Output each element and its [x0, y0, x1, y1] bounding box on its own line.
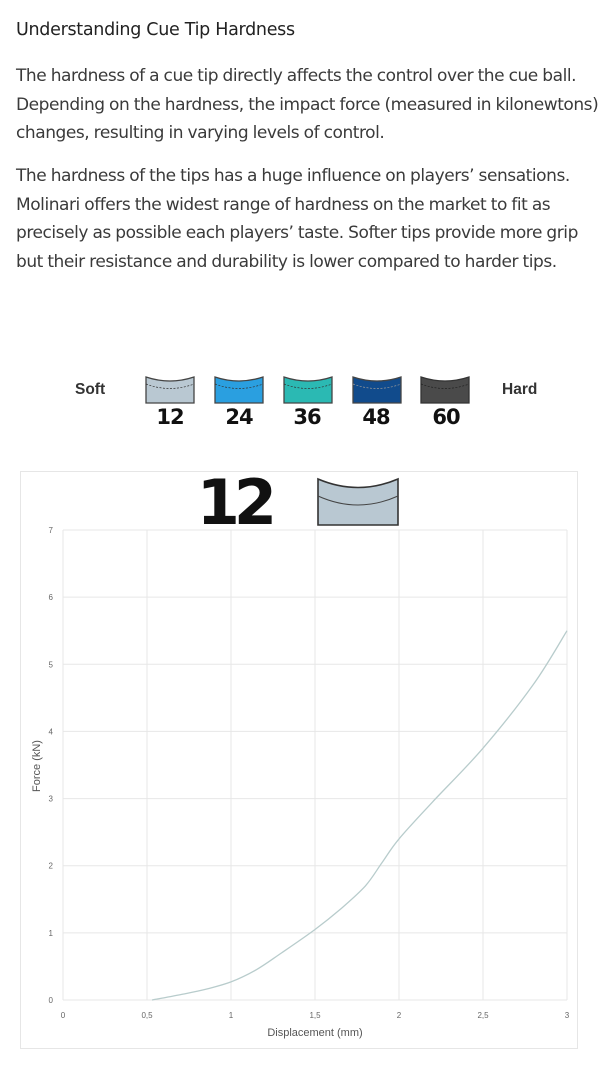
tip-12-shape	[145, 376, 195, 404]
x-axis-label: Displacement (mm)	[267, 1027, 362, 1039]
x-tick-label: 1	[229, 1011, 234, 1020]
x-tick-label: 3	[565, 1011, 570, 1020]
tip-60-shape	[420, 376, 470, 404]
tip-36-number: 36	[293, 405, 321, 429]
y-tick-label: 0	[49, 996, 54, 1005]
y-tick-label: 3	[49, 795, 54, 804]
tip-12-number: 12	[156, 405, 184, 429]
tip-60-icon	[420, 376, 470, 404]
tip-24-number: 24	[225, 405, 253, 429]
tip-60-number: 60	[432, 405, 460, 429]
y-tick-label: 6	[49, 593, 54, 602]
chart-tip-icon	[317, 477, 399, 526]
x-tick-label: 2,5	[477, 1011, 489, 1020]
tip-24-icon	[214, 376, 264, 404]
hard-label: Hard	[502, 381, 538, 398]
article-paragraph-1: The hardness of a cue tip directly affec…	[16, 66, 599, 143]
article-paragraph-2: The hardness of the tips has a huge infl…	[16, 166, 578, 272]
force-series-line	[151, 630, 568, 1001]
y-tick-label: 2	[49, 862, 54, 871]
tip-48-number: 48	[362, 405, 390, 429]
y-axis-label: Force (kN)	[31, 740, 43, 792]
tip-36-icon	[283, 376, 333, 404]
tip-48-icon	[352, 376, 402, 404]
y-tick-label: 4	[49, 727, 54, 736]
tip-36-shape	[283, 376, 333, 404]
tip-48-shape	[352, 376, 402, 404]
chart-tip-number: 12	[197, 472, 272, 539]
y-tick-label: 5	[49, 660, 54, 669]
article-heading: Understanding Cue Tip Hardness	[16, 20, 295, 40]
x-tick-label: 0	[61, 1011, 66, 1020]
x-tick-label: 2	[397, 1011, 402, 1020]
tip-12-icon	[145, 376, 195, 404]
x-tick-label: 1,5	[309, 1011, 321, 1020]
soft-label: Soft	[75, 381, 106, 398]
tip-24-shape	[214, 376, 264, 404]
x-tick-label: 0,5	[141, 1011, 153, 1020]
y-tick-label: 7	[49, 526, 54, 535]
force-displacement-chart: 12 0 0,5 1 1,5 2 2,5 3 0 1 2 3 4 5 6 7 Displacement (m…	[20, 466, 578, 1049]
y-tick-label: 1	[49, 929, 54, 938]
